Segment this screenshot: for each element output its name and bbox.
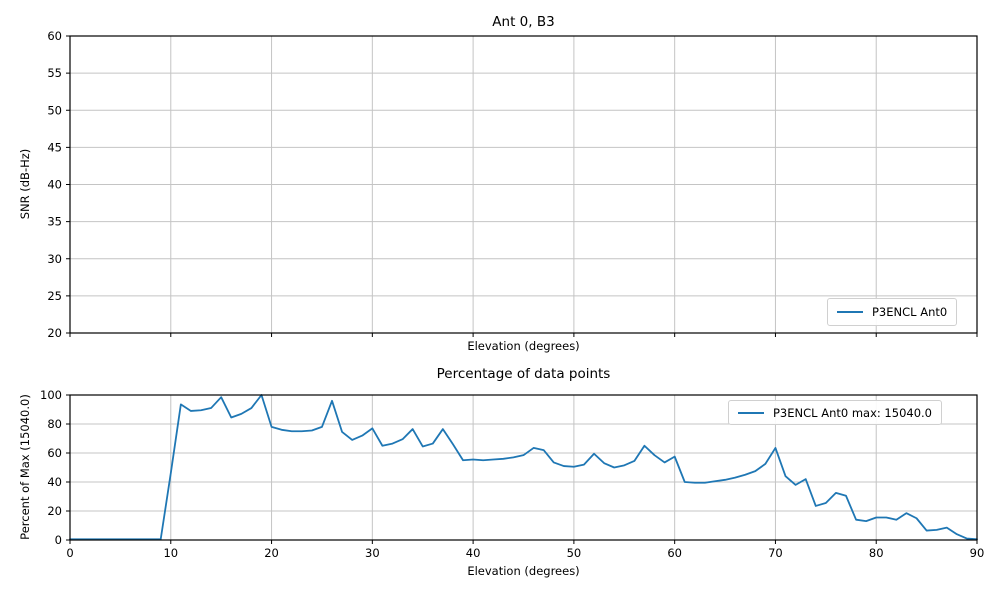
y-tick-label: 20 bbox=[47, 326, 62, 340]
bottom-legend-label: P3ENCL Ant0 max: 15040.0 bbox=[773, 405, 932, 420]
x-tick-label: 0 bbox=[66, 546, 73, 560]
x-tick-label: 20 bbox=[264, 546, 279, 560]
legend-line-sample-icon bbox=[837, 311, 863, 313]
y-tick-label: 50 bbox=[47, 103, 62, 117]
top-plot-ylabel: SNR (dB-Hz) bbox=[18, 148, 32, 220]
bottom-plot-xlabel: Elevation (degrees) bbox=[467, 564, 580, 578]
bottom-plot-legend: P3ENCL Ant0 max: 15040.0 bbox=[728, 400, 942, 425]
y-tick-label: 100 bbox=[40, 388, 62, 402]
bottom-plot-ylabel: Percent of Max (15040.0) bbox=[18, 394, 32, 540]
y-tick-label: 30 bbox=[47, 252, 62, 266]
x-tick-label: 10 bbox=[163, 546, 178, 560]
y-tick-label: 60 bbox=[47, 446, 62, 460]
x-tick-label: 30 bbox=[365, 546, 380, 560]
y-tick-label: 40 bbox=[47, 178, 62, 192]
y-tick-label: 55 bbox=[47, 66, 62, 80]
x-tick-label: 50 bbox=[567, 546, 582, 560]
y-tick-label: 35 bbox=[47, 215, 62, 229]
top-legend-label: P3ENCL Ant0 bbox=[872, 305, 948, 319]
bottom-plot-title: Percentage of data points bbox=[436, 366, 611, 382]
y-tick-label: 60 bbox=[47, 29, 62, 43]
x-tick-label: 70 bbox=[768, 546, 783, 560]
x-tick-label: 80 bbox=[869, 546, 884, 560]
y-tick-label: 80 bbox=[47, 417, 62, 431]
top-plot-legend: P3ENCL Ant0 bbox=[827, 298, 958, 326]
legend-line-sample-icon bbox=[738, 411, 764, 414]
x-tick-label: 90 bbox=[970, 546, 985, 560]
y-tick-label: 0 bbox=[55, 533, 62, 547]
plot-border bbox=[69, 394, 978, 541]
x-tick-label: 60 bbox=[667, 546, 682, 560]
top-plot-title: Ant 0, B3 bbox=[492, 14, 555, 30]
y-tick-label: 20 bbox=[47, 504, 62, 518]
series-line bbox=[69, 394, 978, 541]
top-plot-xlabel: Elevation (degrees) bbox=[467, 339, 580, 353]
y-tick-label: 45 bbox=[47, 140, 62, 154]
y-tick-label: 40 bbox=[47, 475, 62, 489]
x-tick-label: 40 bbox=[466, 546, 481, 560]
y-tick-label: 25 bbox=[47, 289, 62, 303]
